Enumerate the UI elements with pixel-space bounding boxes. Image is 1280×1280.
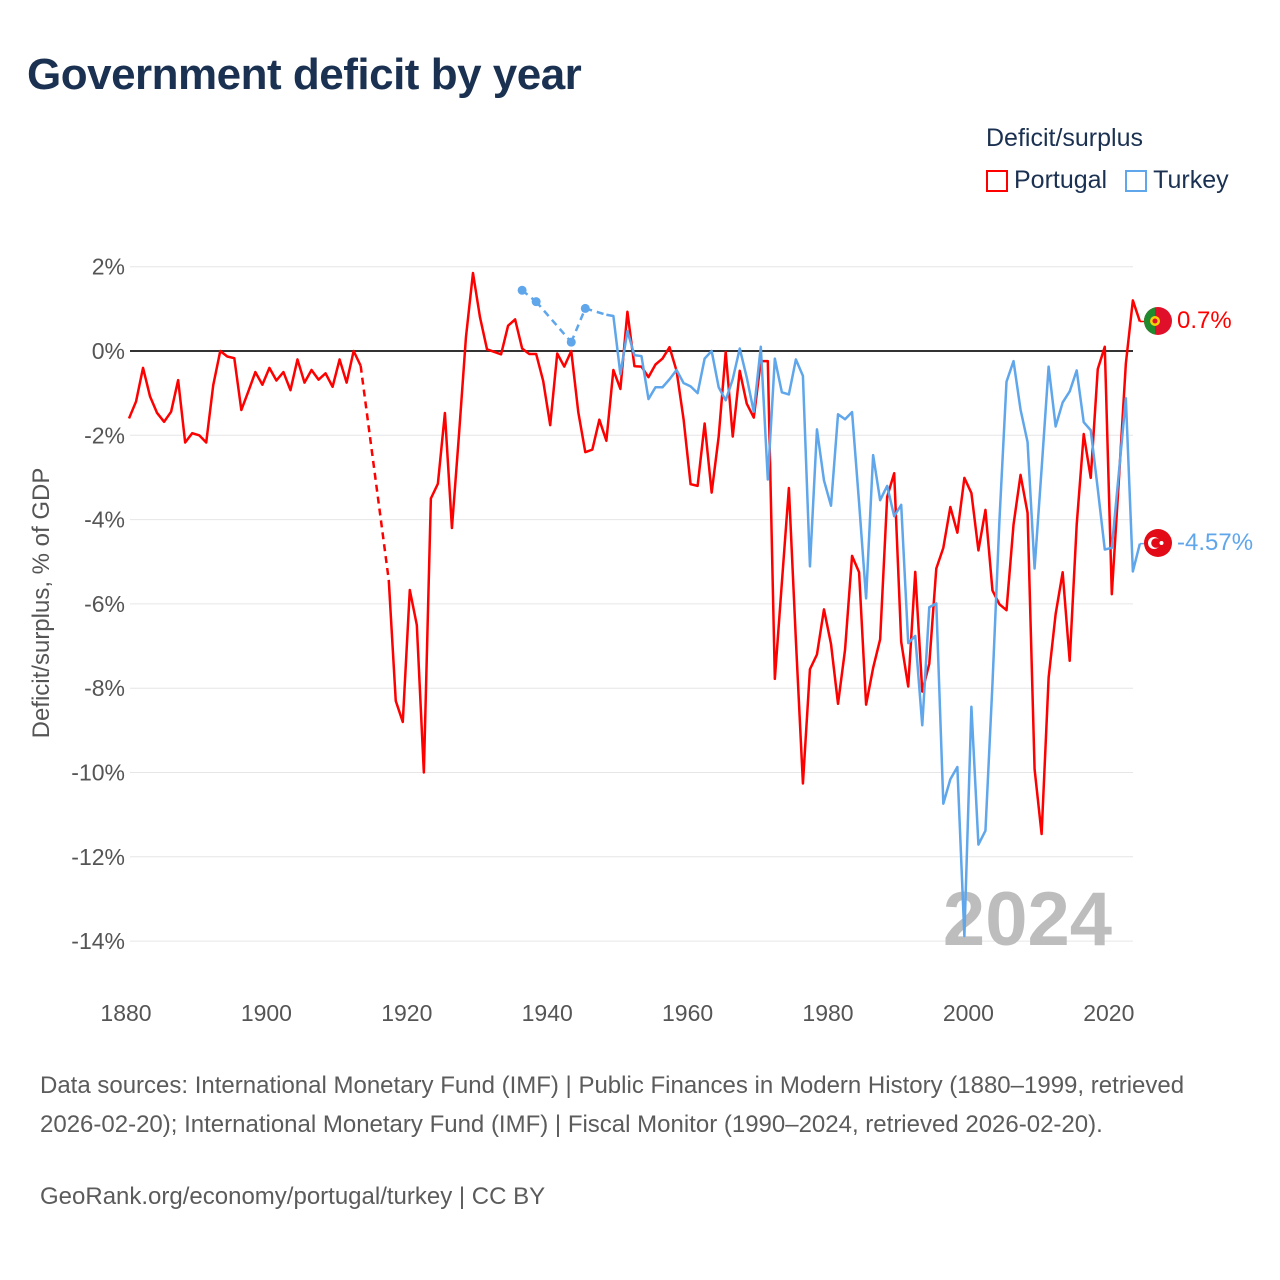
x-tick-label: 1880 (100, 1000, 151, 1026)
y-tick-label: -8% (84, 675, 125, 701)
chart-title: Government deficit by year (27, 50, 582, 99)
portugal-end-label: 0.7% (1177, 307, 1232, 334)
gap-line (535, 300, 573, 343)
y-tick-label: 2% (92, 254, 125, 280)
x-tick-label: 1980 (802, 1000, 853, 1026)
portugal-flag-icon (1144, 307, 1172, 335)
y-tick-label: -6% (84, 591, 125, 617)
series-line (606, 313, 1142, 938)
legend-label-portugal: Portugal (1014, 166, 1108, 194)
x-tick-label: 1960 (662, 1000, 713, 1026)
x-tick-label: 1940 (522, 1000, 573, 1026)
legend: Portugal Turkey (986, 166, 1229, 195)
y-tick-label: -4% (84, 507, 125, 533)
year-watermark: 2024 (943, 877, 1112, 962)
y-tick-label: 0% (92, 338, 125, 364)
y-tick-label: -14% (71, 928, 125, 954)
gap-line (584, 307, 607, 316)
series-line (127, 349, 362, 444)
y-tick-label: -10% (71, 760, 125, 786)
footer-attribution[interactable]: GeoRank.org/economy/portugal/turkey | CC… (40, 1183, 546, 1210)
legend-swatch-turkey (1125, 169, 1148, 192)
series-turkey (517, 285, 1146, 938)
x-tick-label: 2020 (1083, 1000, 1134, 1026)
series-portugal (127, 271, 1146, 836)
x-tick-label: 2000 (943, 1000, 994, 1026)
series-line (387, 271, 1142, 836)
gap-line (570, 307, 587, 343)
turkey-end-label: -4.57% (1177, 529, 1253, 556)
gap-line (359, 365, 390, 581)
turkey-flag-icon (1144, 529, 1172, 557)
x-tick-label: 1900 (241, 1000, 292, 1026)
legend-title: Deficit/surplus (986, 124, 1143, 152)
legend-item-portugal[interactable]: Portugal (986, 166, 1107, 195)
legend-label-turkey: Turkey (1153, 166, 1229, 194)
data-sources: Data sources: International Monetary Fun… (40, 1072, 1185, 1138)
x-tick-label: 1920 (381, 1000, 432, 1026)
legend-swatch-portugal (986, 169, 1008, 192)
legend-item-turkey[interactable]: Turkey (1125, 166, 1229, 195)
y-tick-label: -2% (84, 422, 125, 448)
y-tick-label: -12% (71, 844, 125, 870)
